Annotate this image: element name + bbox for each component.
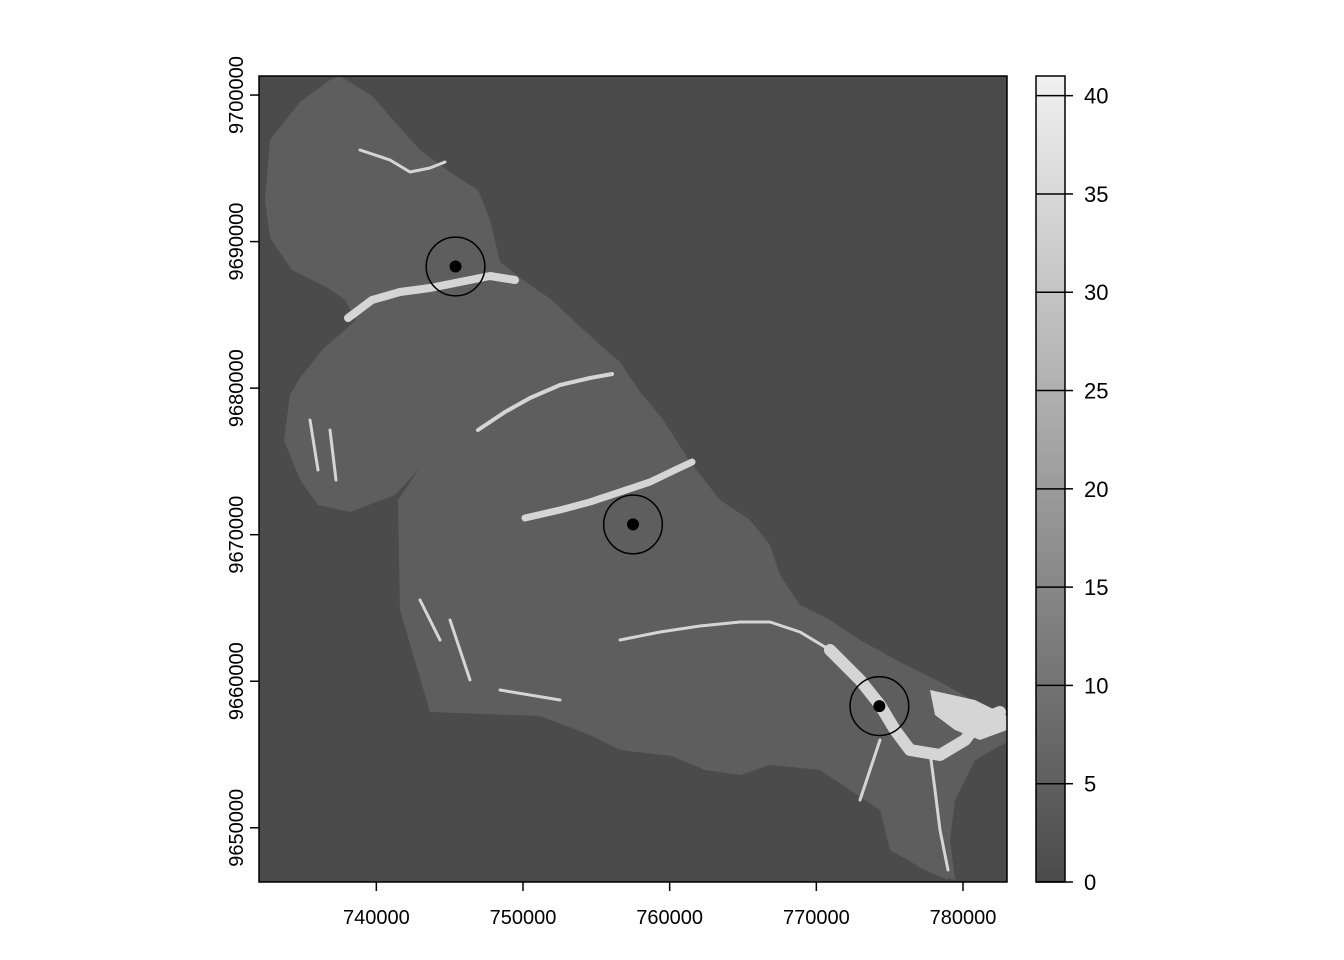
points-layer <box>425 236 910 737</box>
legend-tick-label: 5 <box>1084 772 1096 797</box>
y-tick-label: 9670000 <box>226 496 248 574</box>
x-tick-label: 780000 <box>930 907 997 929</box>
river-central <box>521 458 696 522</box>
y-tick-label: 9700000 <box>226 56 248 134</box>
y-tick-label: 9690000 <box>226 203 248 281</box>
legend-tick-label: 30 <box>1084 280 1108 305</box>
map-panel <box>258 75 1008 883</box>
legend-tick-label: 15 <box>1084 575 1108 600</box>
point-marker <box>449 260 462 273</box>
x-tick-label: 770000 <box>783 907 850 929</box>
legend-tick-label: 25 <box>1084 379 1108 404</box>
study-area-land <box>265 76 1007 880</box>
x-tick-label: 740000 <box>343 907 410 929</box>
legend-tick-label: 35 <box>1084 182 1108 207</box>
map-frame <box>258 75 1008 883</box>
point-marker <box>627 518 639 531</box>
point-marker <box>873 700 886 713</box>
river-north <box>344 272 519 322</box>
river-south <box>618 620 832 652</box>
legend-colorbar <box>1035 75 1066 883</box>
y-tick-label: 9660000 <box>226 642 248 720</box>
river-north-tributary <box>358 148 447 174</box>
river-central-north <box>476 372 614 432</box>
legend-tick-label: 0 <box>1084 870 1096 895</box>
x-tick-label: 750000 <box>490 907 557 929</box>
buffer-circle <box>425 236 486 297</box>
river-southeast-branch <box>858 738 950 872</box>
legend-ticks: 0 5 10 15 20 25 30 35 40 <box>1036 84 1108 895</box>
buffer-circle <box>849 676 910 737</box>
buffer-circle <box>602 494 664 555</box>
legend-tick-label: 20 <box>1084 477 1108 502</box>
legend-tick-label: 10 <box>1084 673 1108 698</box>
y-tick-label: 9650000 <box>226 789 248 867</box>
x-axis: 740000 750000 760000 770000 780000 <box>343 882 996 929</box>
y-tick-label: 9680000 <box>226 349 248 427</box>
color-legend: 0 5 10 15 20 25 30 35 40 <box>1035 75 1108 895</box>
river-west-streaks <box>308 418 562 702</box>
legend-tick-label: 40 <box>1084 84 1108 109</box>
estuary-water <box>930 690 1007 740</box>
y-axis: 9650000 9660000 9670000 9680000 9690000 97000… <box>226 56 259 867</box>
x-tick-label: 760000 <box>636 907 703 929</box>
